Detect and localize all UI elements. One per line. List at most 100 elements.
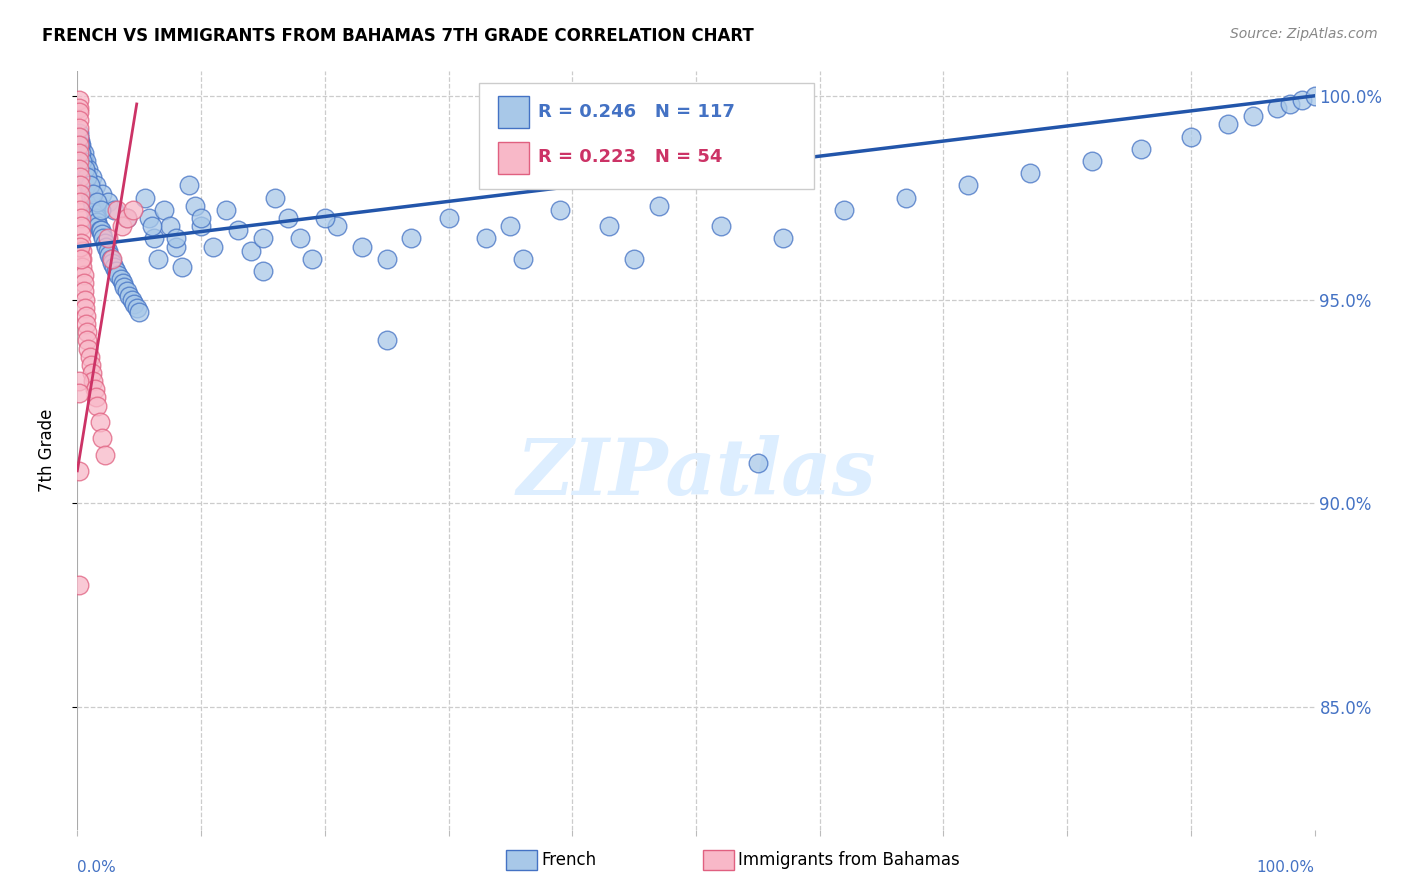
Point [747,456,769,470]
Point [83,202,105,217]
Point [314,211,336,226]
Point [401,231,423,245]
Point [67,105,90,120]
Point [190,219,212,234]
Point [84,211,107,226]
Point [69,178,91,193]
Point [252,231,274,245]
Point [548,202,571,217]
Point [75,166,97,180]
Point [134,191,156,205]
Text: Immigrants from Bahamas: Immigrants from Bahamas [738,851,960,869]
Point [93,448,115,462]
Point [82,366,104,380]
Point [69,202,91,217]
Point [76,334,98,348]
Point [91,231,114,245]
Point [67,145,90,160]
Point [125,301,148,315]
Point [67,578,90,592]
Point [190,211,212,226]
Point [834,202,856,217]
Point [128,305,150,319]
Point [122,202,145,217]
Point [73,162,96,177]
Point [72,268,94,282]
Point [1303,88,1326,103]
Point [115,285,138,299]
Point [91,227,114,242]
Point [80,358,103,372]
Point [86,399,108,413]
Point [184,199,207,213]
FancyBboxPatch shape [479,83,814,189]
Point [648,199,671,213]
Text: Source: ZipAtlas.com: Source: ZipAtlas.com [1230,27,1378,41]
Point [264,191,287,205]
Point [326,219,349,234]
Point [202,240,225,254]
Point [75,154,97,169]
Point [94,240,117,254]
Point [138,211,160,226]
Point [110,272,132,286]
Point [91,186,114,201]
Point [79,350,101,364]
Point [86,215,108,229]
Point [1081,154,1104,169]
Point [72,154,94,169]
Point [70,145,93,160]
Point [82,170,104,185]
Point [82,186,104,201]
Point [70,252,93,266]
Point [77,162,100,177]
Point [177,178,200,193]
Point [153,202,176,217]
Point [121,293,143,307]
Point [1278,97,1301,112]
Point [79,186,101,201]
Point [710,219,733,234]
Point [97,194,120,209]
Text: 100.0%: 100.0% [1257,860,1315,875]
Point [512,252,534,266]
Point [89,415,111,429]
Point [623,252,645,266]
Point [72,260,94,274]
Point [101,252,124,266]
Point [89,223,111,237]
Point [107,268,129,282]
Point [105,202,128,217]
Point [499,219,522,234]
Point [76,170,98,185]
Point [77,178,100,193]
Point [1130,142,1153,156]
Point [67,464,90,478]
Bar [498,96,529,128]
Point [67,129,90,144]
Point [67,129,90,144]
Point [277,211,299,226]
Point [93,235,115,250]
Point [72,145,94,160]
Text: FRENCH VS IMMIGRANTS FROM BAHAMAS 7TH GRADE CORRELATION CHART: FRENCH VS IMMIGRANTS FROM BAHAMAS 7TH GR… [42,27,754,45]
Text: ZIPatlas: ZIPatlas [516,435,876,511]
Point [350,240,373,254]
Point [67,162,90,177]
Point [141,219,163,234]
Point [75,309,97,323]
Point [115,211,138,226]
Point [72,277,94,291]
Point [82,374,104,388]
Point [100,252,122,266]
Point [1216,117,1239,131]
Point [437,211,460,226]
Point [73,162,96,177]
Point [83,382,105,396]
Text: 0.0%: 0.0% [77,860,117,875]
Point [474,231,496,245]
Point [288,231,311,245]
Point [957,178,980,193]
Point [104,264,127,278]
Point [1180,129,1202,144]
